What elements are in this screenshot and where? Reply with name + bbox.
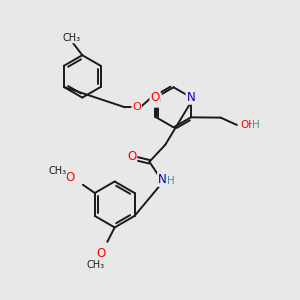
Text: O: O (132, 102, 141, 112)
Text: CH₃: CH₃ (48, 166, 66, 176)
Text: O: O (66, 172, 75, 184)
Text: H: H (167, 176, 175, 186)
Text: N: N (158, 173, 167, 186)
Text: CH₃: CH₃ (86, 260, 105, 270)
Text: CH₃: CH₃ (62, 32, 80, 43)
Text: O: O (150, 91, 160, 104)
Text: N: N (187, 91, 195, 104)
Text: H: H (252, 120, 260, 130)
Text: O: O (127, 150, 136, 163)
Text: O: O (97, 247, 106, 260)
Text: OH: OH (240, 120, 256, 130)
Text: O: O (152, 94, 161, 107)
